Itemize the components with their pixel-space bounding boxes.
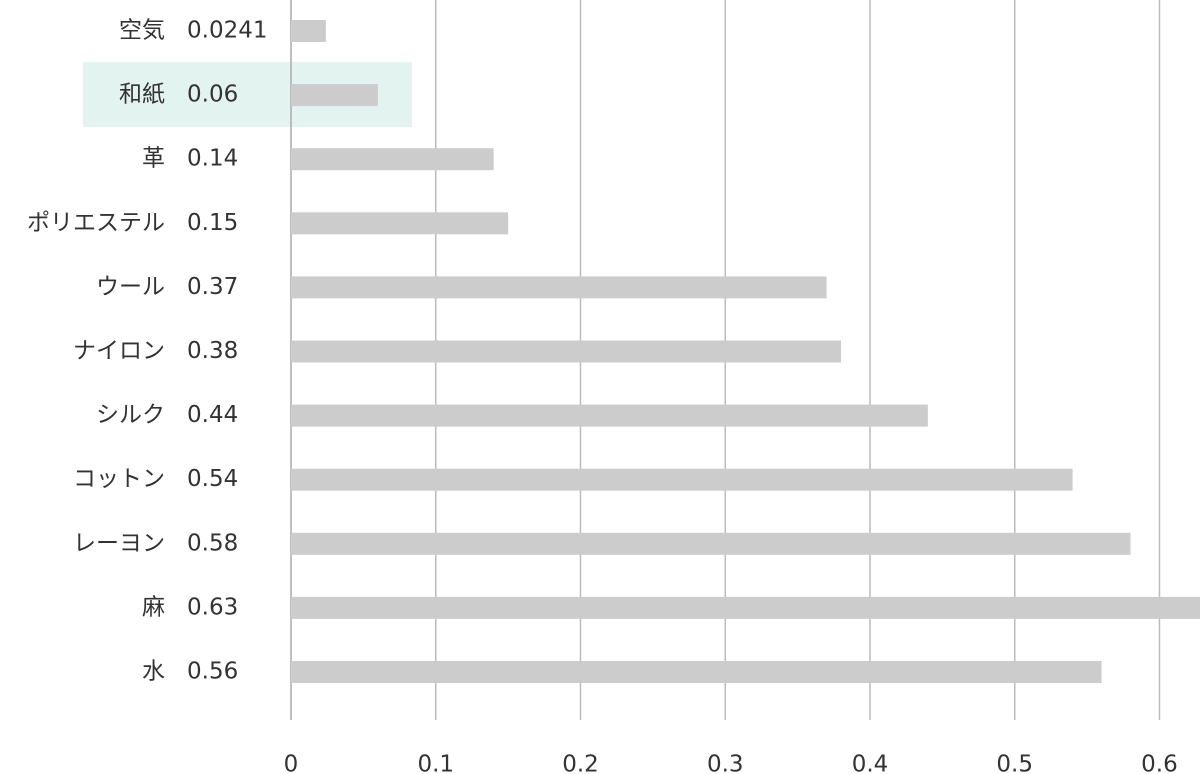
- value-label: 0.54: [187, 466, 238, 492]
- x-tick-label: 0.3: [707, 752, 744, 774]
- x-tick-label: 0.4: [852, 752, 889, 774]
- bar: [291, 532, 1131, 555]
- category-label: ウール: [96, 274, 165, 300]
- bar: [291, 661, 1102, 683]
- category-label: レーヨン: [73, 530, 165, 556]
- category-label: 空気: [119, 18, 165, 44]
- value-label: 0.44: [187, 402, 238, 428]
- bar: [291, 148, 494, 171]
- category-label: 水: [142, 659, 165, 685]
- bar: [291, 404, 928, 427]
- bar: [291, 84, 378, 107]
- bar: [291, 340, 842, 363]
- category-label: ポリエステル: [27, 210, 165, 236]
- bar: [291, 212, 509, 235]
- x-tick-label: 0.1: [417, 752, 454, 774]
- bar: [291, 276, 827, 299]
- value-label: 0.56: [187, 659, 238, 685]
- category-label: 革: [142, 146, 165, 172]
- category-label: シルク: [96, 402, 165, 428]
- value-label: 0.38: [187, 338, 238, 364]
- category-label: 和紙: [119, 82, 165, 108]
- bar: [291, 596, 1200, 619]
- value-label: 0.15: [187, 210, 238, 236]
- bar: [291, 468, 1073, 491]
- category-label: ナイロン: [73, 338, 165, 364]
- x-tick-label: 0.2: [562, 752, 599, 774]
- value-label: 0.14: [187, 146, 238, 172]
- category-label: 麻: [142, 594, 165, 620]
- value-label: 0.63: [187, 594, 238, 620]
- category-label: コットン: [73, 466, 165, 492]
- x-tick-label: 0: [284, 752, 299, 774]
- value-label: 0.58: [187, 530, 238, 556]
- value-label: 0.37: [187, 274, 238, 300]
- x-tick-label: 0.5: [996, 752, 1033, 774]
- bar: [291, 20, 326, 42]
- x-tick-label: 0.6: [1141, 752, 1178, 774]
- value-label: 0.0241: [187, 18, 267, 44]
- value-label: 0.06: [187, 82, 238, 108]
